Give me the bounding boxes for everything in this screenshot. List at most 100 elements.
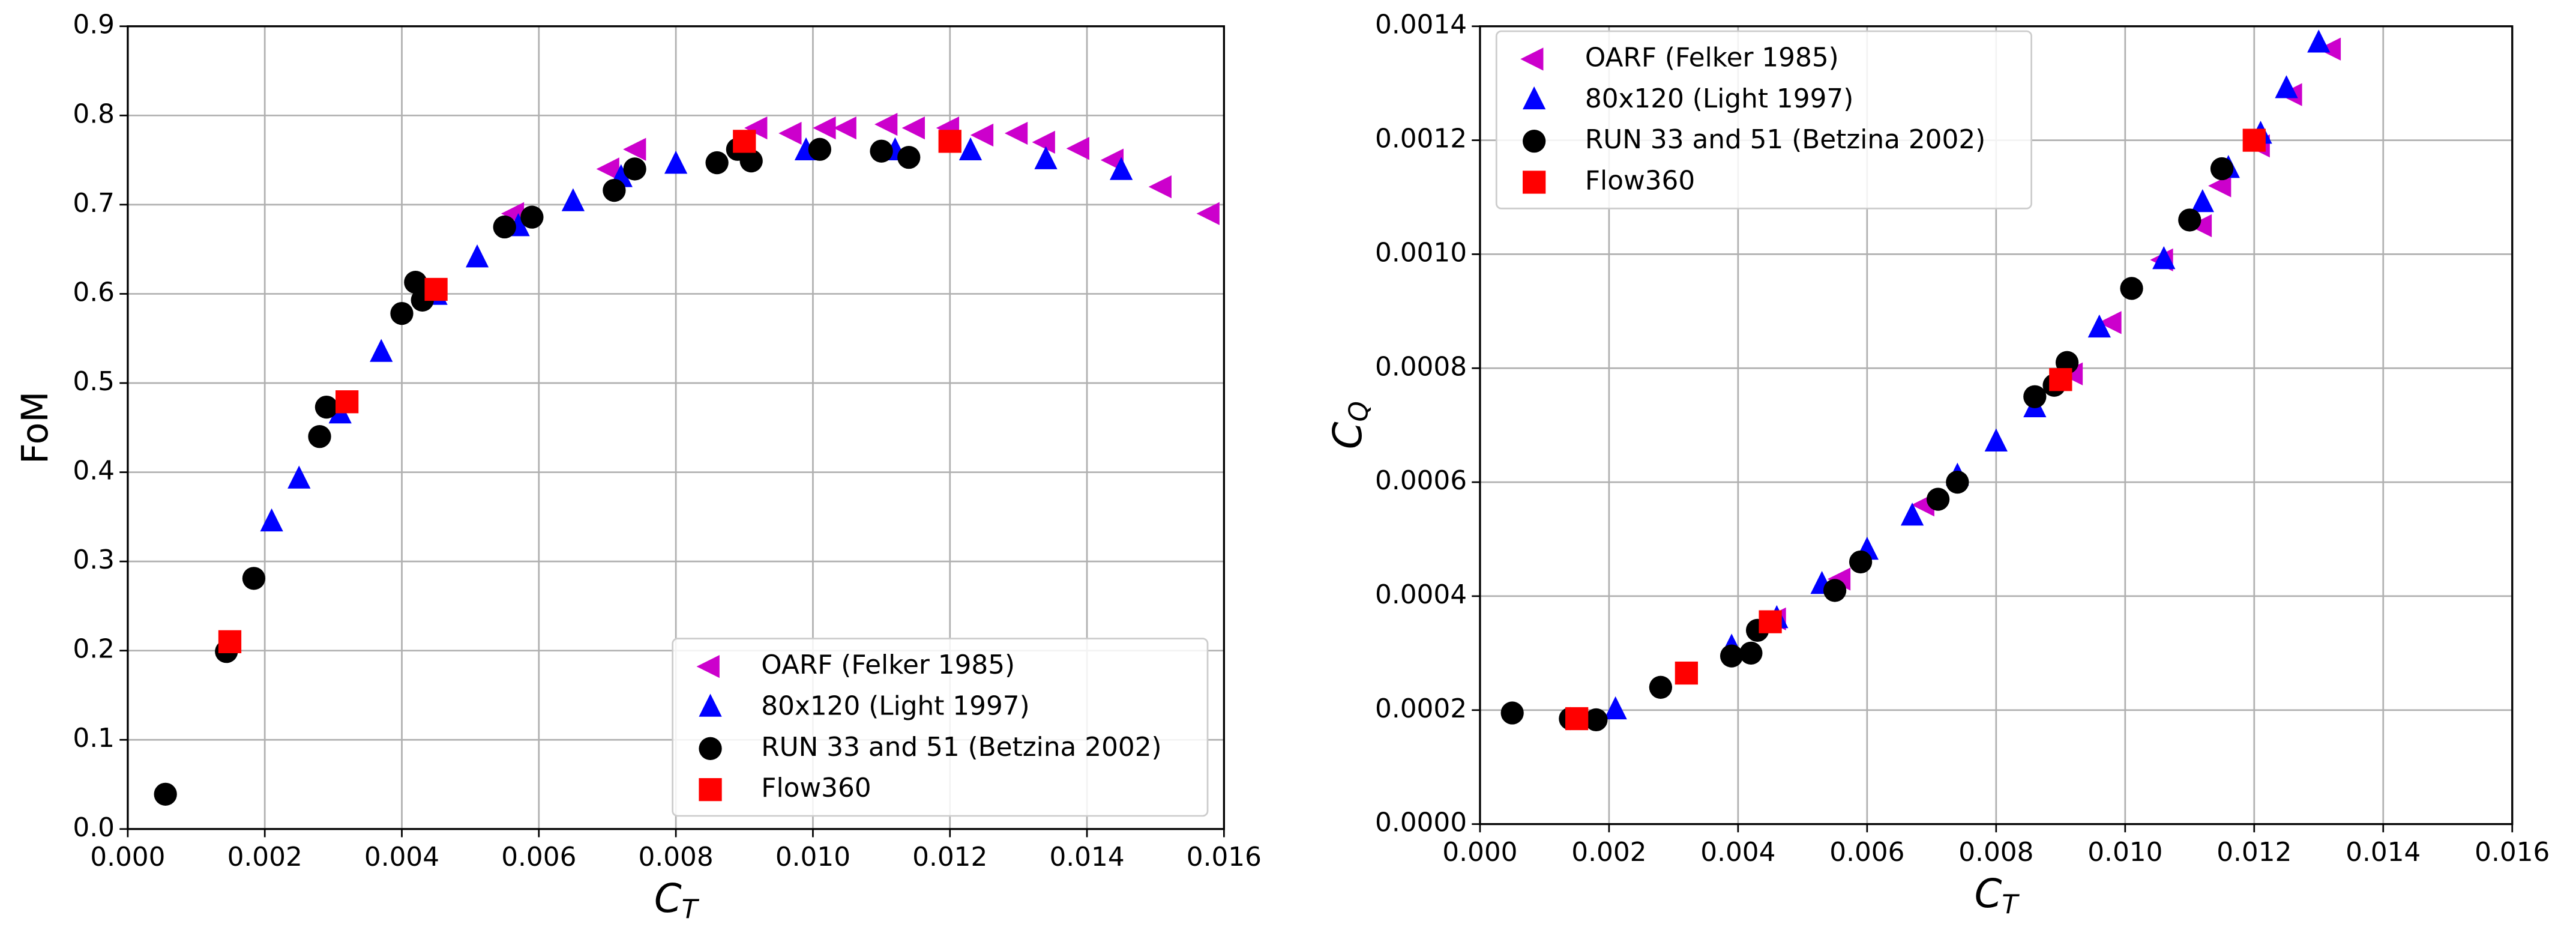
marker-circle [1849,550,1873,574]
marker-triangle [699,693,722,717]
axis-label-subscript: Q [1343,401,1374,421]
marker-triangle-left [596,157,619,181]
legend-label: 80x120 (Light 1997) [761,690,1029,721]
marker-triangle-left [778,121,802,145]
marker-triangle-left [874,113,898,136]
axis-label-text: C [1325,421,1371,449]
marker-triangle [260,508,283,532]
marker-triangle [958,137,983,161]
marker-circle [520,205,544,229]
marker-circle [699,737,722,760]
marker-circle [390,301,414,325]
marker-triangle-left [2188,214,2212,238]
marker-triangle-left [623,137,646,161]
marker-circle [808,137,831,161]
x-tick-label: 0.000 [90,842,165,872]
axis-label: CT [654,876,700,925]
x-tick-label: 0.010 [2087,837,2162,868]
legend-label: 80x120 (Light 1997) [1585,83,1853,114]
y-tick-label: 0.0002 [1375,693,1467,724]
x-tick-label: 0.000 [1442,837,1517,868]
marker-circle [1926,488,1950,511]
marker-circle [2178,208,2201,232]
x-tick-label: 0.006 [1829,837,1904,868]
x-tick-label: 0.014 [1049,842,1124,872]
marker-circle [705,151,729,175]
marker-triangle-left [1148,175,1172,199]
y-tick-label: 0.5 [73,366,115,397]
marker-circle [1649,675,1673,699]
marker-triangle-left [1520,47,1544,71]
marker-triangle [2275,75,2298,98]
y-tick-label: 0.2 [73,634,115,665]
marker-square [699,778,722,802]
x-tick-label: 0.016 [1187,842,1262,872]
marker-circle [154,782,177,806]
y-tick-label: 0.4 [73,456,115,486]
y-tick-label: 0.0014 [1375,10,1467,40]
axis-label: CT [1975,871,2020,920]
plot-frame [127,25,1226,830]
legend-label: RUN 33 and 51 (Betzina 2002) [761,732,1161,762]
marker-square [424,277,448,301]
legend-label: OARF (Felker 1985) [761,650,1015,680]
marker-circle [2023,385,2047,408]
x-tick-label: 0.016 [2475,837,2550,868]
axis-label-text: C [654,876,682,922]
legend-label: Flow360 [761,773,871,803]
y-label-group: FoM [14,391,56,464]
y-tick-label: 0.9 [73,10,115,40]
y-tick-label: 0.0010 [1375,237,1467,268]
y-tick-label: 0.6 [73,277,115,307]
legend-label: RUN 33 and 51 (Betzina 2002) [1585,124,1985,155]
axis-label-subscript: T [682,895,700,925]
marker-circle [242,567,266,590]
marker-square [1565,707,1589,731]
marker-triangle [1604,696,1627,720]
marker-circle [603,178,626,202]
marker-circle [1720,644,1744,668]
marker-square [2049,368,2072,391]
y-tick-label: 0.0000 [1375,808,1467,838]
marker-triangle [1109,157,1133,180]
marker-triangle-left [833,116,856,140]
x-tick-label: 0.012 [2216,837,2292,868]
marker-triangle-left [2208,174,2231,198]
y-tick-label: 0.0 [73,812,115,843]
marker-circle [1523,130,1546,153]
y-tick-label: 0.0008 [1375,351,1467,382]
marker-triangle [287,465,311,489]
marker-triangle-left [970,123,994,147]
marker-triangle [370,339,393,362]
legend-box [672,638,1209,817]
legend-label: OARF (Felker 1985) [1585,42,1839,73]
marker-square [1523,171,1546,194]
marker-square [938,130,961,153]
marker-triangle [2307,29,2331,53]
plot-frame [1479,25,2514,826]
marker-circle [2210,157,2234,181]
marker-circle [1584,708,1608,732]
marker-square [1759,610,1782,633]
x-tick-label: 0.010 [775,842,850,872]
marker-triangle [2152,246,2176,270]
y-label-group: CQ [1325,401,1374,449]
marker-circle [1823,579,1847,602]
marker-triangle [1034,146,1058,169]
marker-triangle-left [744,116,768,140]
x-tick-label: 0.008 [639,842,714,872]
y-tick-label: 0.0006 [1375,465,1467,496]
axis-label: CQ [1325,401,1374,449]
y-tick-label: 0.3 [73,545,115,575]
x-tick-label: 0.006 [501,842,576,872]
x-tick-label: 0.004 [364,842,439,872]
marker-circle [1739,641,1763,665]
marker-triangle [465,244,489,268]
y-tick-label: 0.7 [73,188,115,219]
axis-label-subscript: T [2002,889,2020,920]
marker-triangle-left [1004,121,1028,145]
marker-triangle-left [2098,311,2122,334]
